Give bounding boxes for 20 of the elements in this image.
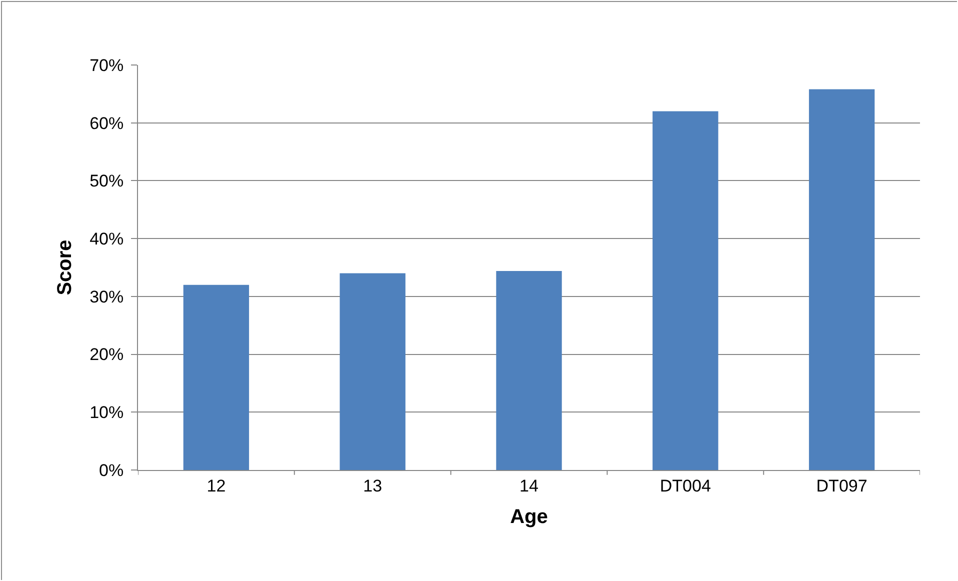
y-tick-label: 40% (90, 230, 124, 249)
bar (340, 273, 406, 470)
x-tick-label: DT004 (660, 476, 711, 496)
y-axis-title: Score (54, 240, 76, 296)
x-tick-label: 12 (206, 476, 226, 496)
y-tick-label: 50% (90, 172, 124, 191)
bar (496, 270, 562, 470)
y-tick-label: 0% (99, 460, 124, 480)
y-tick-label: 20% (90, 345, 124, 364)
x-tick-label: DT097 (816, 476, 868, 496)
bar (183, 284, 250, 470)
y-tick-label: 30% (90, 287, 124, 306)
x-axis-title: Age (510, 506, 548, 528)
y-tick-label: 60% (90, 114, 124, 133)
x-tick-label: 14 (520, 476, 538, 496)
x-tick-label: 13 (363, 476, 382, 496)
bar (652, 111, 718, 470)
y-tick-label: 10% (90, 403, 124, 422)
y-tick-label: 70% (90, 56, 124, 75)
bar (808, 89, 875, 470)
